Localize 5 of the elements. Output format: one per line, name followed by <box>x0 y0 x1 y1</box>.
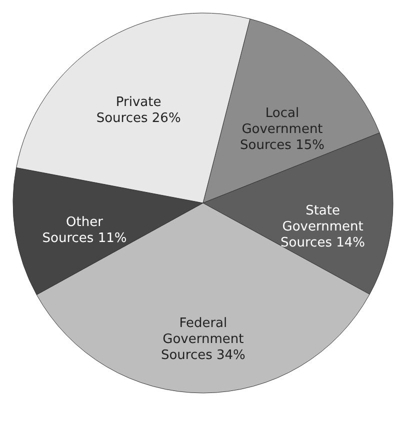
slice-label: Federal Government Sources 34% <box>160 316 246 363</box>
slice-label: Local Government Sources 15% <box>240 106 324 153</box>
slice-label: Private Sources 26% <box>96 94 181 126</box>
slice-label: Other Sources 11% <box>42 214 127 246</box>
slice-label: State Government Sources 14% <box>280 203 365 250</box>
